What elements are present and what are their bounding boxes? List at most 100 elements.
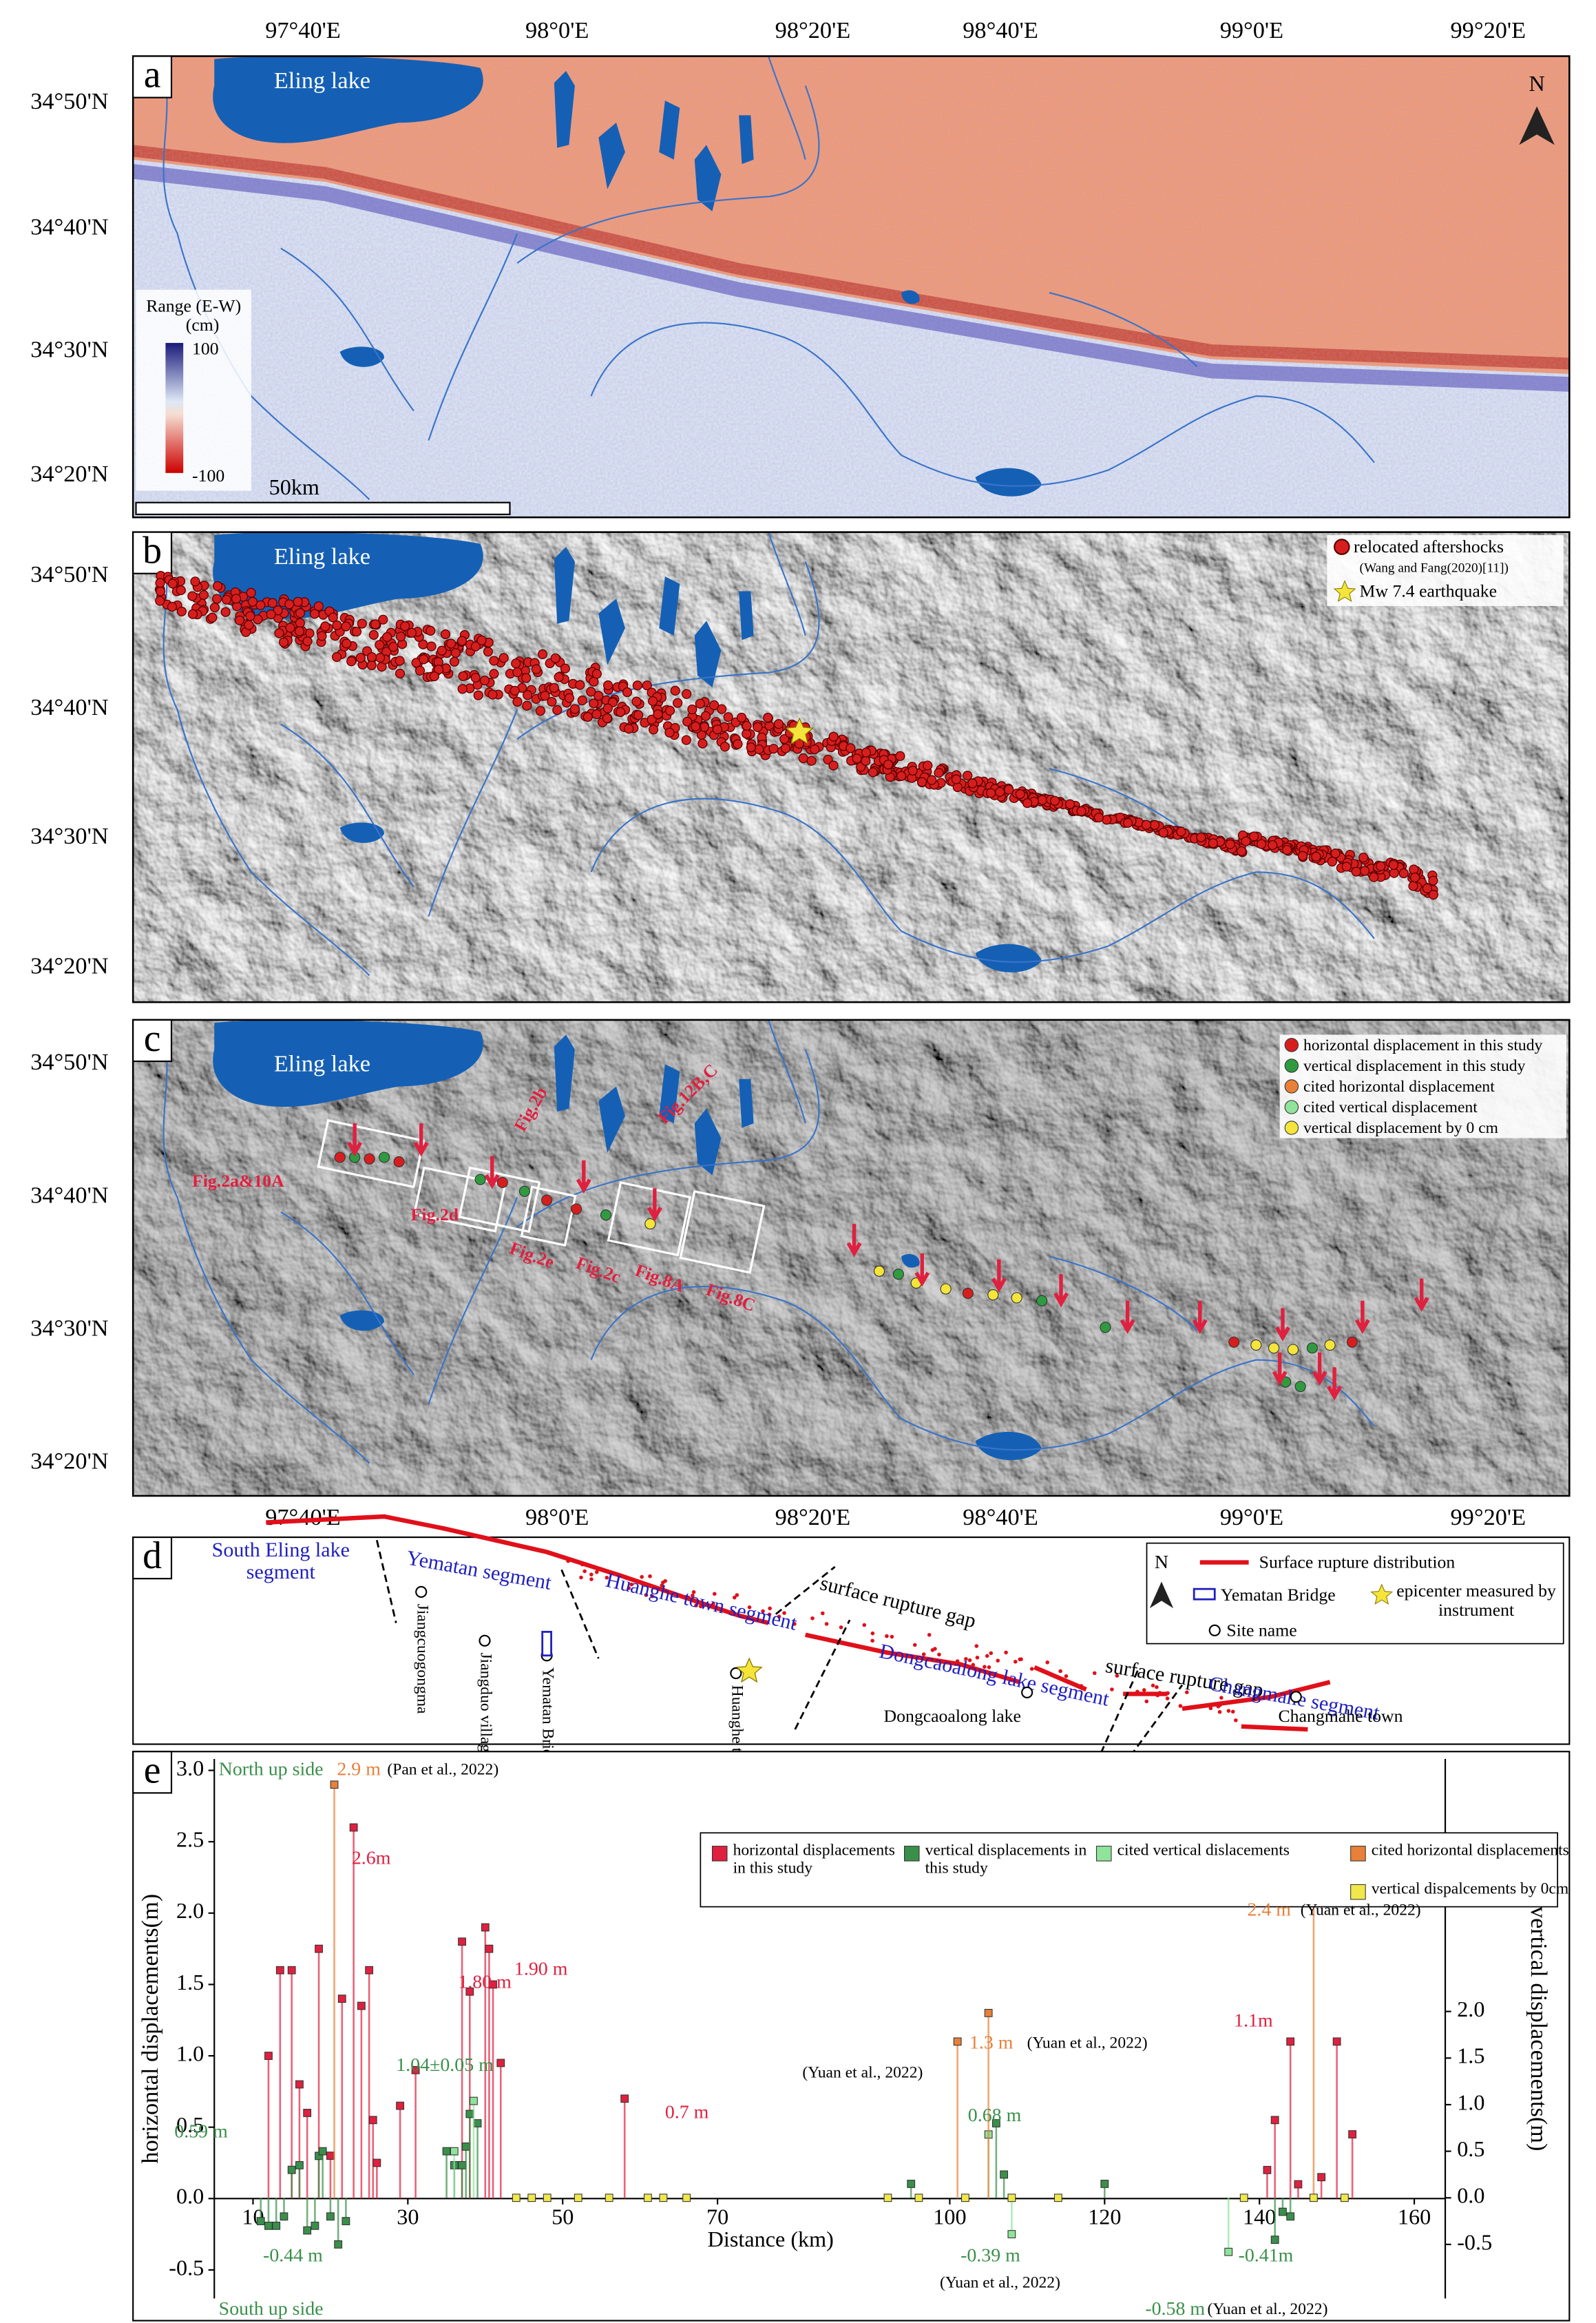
aftershock [763,712,773,723]
legend-label: vertical dispalcements by 0cm [1371,1879,1569,1898]
site-dot [873,1265,885,1277]
rupture-fragment [1092,1671,1097,1676]
figure-box [317,1118,425,1189]
figure-label: Fig.2a&10A [192,1171,284,1191]
rupture-fragment [605,1575,609,1580]
x-tick-label: 50 [552,2205,574,2229]
aftershock [156,586,166,596]
lat-label: 34°50'N [30,88,108,114]
rupture-fragment [921,1652,926,1656]
aftershock [1249,831,1259,842]
aftershock [1064,799,1075,809]
rupture-fragment [660,1583,664,1587]
rupture-fragment [768,1606,772,1611]
aftershock [780,743,790,753]
epicenter-star [785,717,815,745]
stem-marker [1053,2194,1062,2202]
y-tick-label: 2.5 [176,1827,204,1852]
aftershock [1358,853,1369,863]
x-tick-label: 160 [1398,2205,1431,2229]
legend-marker [1333,580,1356,603]
site-marker [415,1585,428,1598]
stem-marker [605,2194,613,2202]
aftershock [437,645,447,656]
y-tick-label: 0.0 [176,2184,204,2209]
aftershock [823,754,833,765]
aftershock [1369,872,1379,882]
aftershock [852,753,862,764]
aftershock [673,698,683,708]
site-dot [1294,1381,1306,1393]
stem-marker [458,2160,466,2169]
stem-marker [1239,2194,1248,2202]
legend-marker [1284,1059,1299,1073]
rupture-fragment [967,1658,972,1663]
hillshade [133,532,1570,1003]
x-tick-label: 30 [397,2205,419,2229]
aftershock [446,638,456,649]
stem-marker [1348,2130,1357,2138]
panel-label: b [143,530,162,572]
site-marker [1021,1686,1033,1699]
rupture-fragment [1226,1709,1231,1713]
aftershock [295,618,305,628]
aftershock [682,689,692,699]
red-arrow [1312,1352,1327,1386]
legend-label-box: cited horizontal displacements [1372,1842,1569,1860]
aftershock [456,636,468,646]
rupture-fragment [589,1577,594,1581]
annotation: 0.7 m [665,2102,709,2123]
aftershock [699,722,710,732]
aftershock [198,590,209,601]
legend-label: cited vertical displacement [1303,1098,1478,1116]
scale-bar-label: 50km [269,475,319,499]
y2-axis-label: vertical displacements(m) [1526,1906,1552,2152]
stem-marker [682,2194,691,2202]
aftershock [512,667,523,678]
aftershock [395,656,405,666]
lat-label: 34°40'N [30,1182,108,1208]
stem-marker [365,1966,374,1975]
y-tick-label: -0.5 [169,2255,204,2280]
aftershock [355,653,366,663]
rupture-fragment [582,1569,587,1574]
aftershock [1257,839,1267,849]
stem-marker [396,2101,405,2110]
rupture-fragment [782,1611,786,1615]
rupture-fragment [629,1582,633,1587]
y2-tick-label: 1.5 [1457,2043,1484,2068]
aftershock [414,665,426,676]
rupture-fragment [777,1614,781,1619]
red-arrow [1414,1278,1429,1312]
aftershock [155,578,165,588]
aftershock [577,695,587,706]
rupture-fragment [648,1574,652,1579]
aftershock [697,738,708,749]
aftershock [1049,795,1060,806]
aftershock [328,612,338,623]
stem-marker [458,1937,466,1946]
annotation: South up side [219,2298,324,2320]
rupture-fragment [747,1605,752,1610]
aftershock [1241,836,1251,846]
rupture-fragment [989,1651,994,1656]
stem-marker [295,2160,304,2169]
stem-marker [1286,2037,1295,2046]
aftershock [489,669,499,679]
stem-marker [334,2240,343,2249]
red-arrow [1272,1352,1288,1386]
rupture-fragment [927,1633,932,1637]
aftershock [341,621,351,632]
legend-marker [1095,1846,1112,1862]
legend-marker [711,1846,728,1862]
aftershock [458,671,468,681]
y2-tick-label: 2.0 [1457,1997,1484,2021]
aftershock [861,747,872,758]
bridge-marker [541,1631,552,1657]
rupture-fragment [1219,1696,1224,1700]
aftershock [868,767,878,778]
y-tick-label: 0.5 [176,2112,204,2137]
aftershock [1297,851,1308,861]
annotation: 2.4 m [1247,1899,1291,1920]
rupture-fragment [1166,1691,1170,1696]
